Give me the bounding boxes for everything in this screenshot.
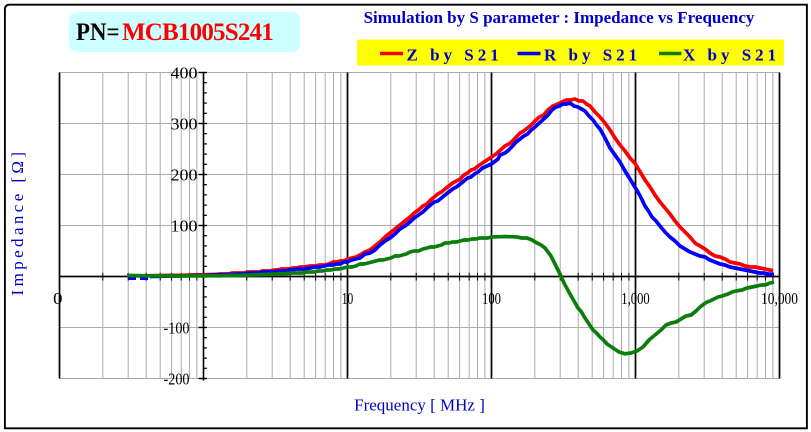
svg-text:Z by S21: Z by S21 <box>407 46 503 65</box>
svg-text:100: 100 <box>171 217 198 236</box>
svg-text:10,000: 10,000 <box>761 289 798 308</box>
svg-text:R by S21: R by S21 <box>544 46 641 65</box>
svg-text:MCB1005S241: MCB1005S241 <box>122 19 273 46</box>
svg-text:-100: -100 <box>164 319 190 338</box>
svg-text:1,000: 1,000 <box>621 289 650 308</box>
svg-text:Simulation by S parameter : Im: Simulation by S parameter : Impedance vs… <box>364 8 755 27</box>
svg-text:0: 0 <box>53 289 63 308</box>
svg-text:400: 400 <box>171 64 198 83</box>
svg-text:-200: -200 <box>164 370 190 389</box>
svg-text:X by S21: X by S21 <box>683 46 780 65</box>
svg-text:300: 300 <box>171 115 198 134</box>
svg-text:100: 100 <box>482 289 501 308</box>
svg-text:Impedance [Ω]: Impedance [Ω] <box>8 149 27 296</box>
svg-text:200: 200 <box>171 166 198 185</box>
svg-text:Frequency [ MHz ]: Frequency [ MHz ] <box>354 396 485 415</box>
svg-text:10: 10 <box>342 289 354 308</box>
svg-text:PN=: PN= <box>76 19 120 46</box>
